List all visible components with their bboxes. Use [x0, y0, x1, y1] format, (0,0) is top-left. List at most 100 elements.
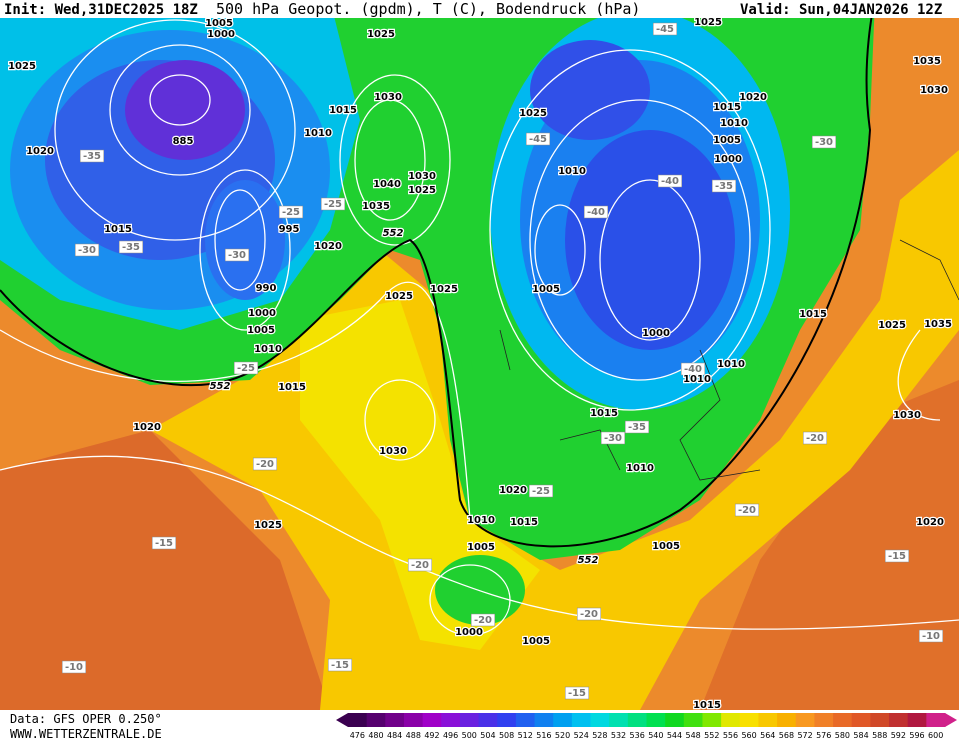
isobar-label: 1025	[430, 284, 458, 295]
colorbar-label: 580	[835, 731, 850, 740]
isobar-label: 1010	[558, 166, 586, 177]
colorbar-label: 544	[667, 731, 682, 740]
colorbar-swatch	[777, 713, 797, 727]
temperature-label: -20	[806, 433, 824, 444]
label-box	[471, 613, 495, 627]
isobar-label: 1025	[254, 520, 282, 531]
colorbar-label: 576	[816, 731, 831, 740]
colorbar-label: 564	[760, 731, 775, 740]
cold-field	[205, 180, 285, 300]
label-box	[80, 149, 104, 163]
temperature-label: -30	[228, 250, 246, 261]
isobar-label: 1030	[408, 171, 436, 182]
init-time: Init: Wed,31DEC2025 18Z	[4, 2, 198, 18]
label-box	[408, 558, 432, 572]
colorbar-swatch	[739, 713, 759, 727]
colorbar-label: 512	[518, 731, 533, 740]
colorbar-swatch	[758, 713, 778, 727]
map-title: 500 hPa Geopot. (gpdm), T (C), Bodendruc…	[216, 0, 640, 18]
colorbar-swatch	[553, 713, 573, 727]
colorbar-label: 500	[462, 731, 477, 740]
label-box	[565, 686, 589, 700]
colorbar-swatch	[534, 713, 554, 727]
colorbar-swatch	[571, 713, 592, 727]
label-box	[653, 22, 677, 36]
isobar-label: 1040	[373, 179, 401, 190]
header-bar	[0, 0, 959, 18]
isobar-label: 1005	[652, 541, 680, 552]
isobar-label: 1020	[314, 241, 342, 252]
colorbar-swatch	[459, 713, 480, 727]
colorbar-label: 548	[686, 731, 701, 740]
colorbar-label: 476	[350, 731, 365, 740]
colorbar-label: 520	[555, 731, 570, 740]
colorbar-swatch	[795, 713, 815, 727]
isobar-label: 1010	[683, 374, 711, 385]
isobar-label: 1010	[720, 118, 748, 129]
colorbar-swatch	[721, 713, 741, 727]
isobar-label: 1000	[248, 308, 276, 319]
colorbar-swatch	[889, 713, 909, 727]
label-box	[75, 243, 99, 257]
isobar-label: 1025	[519, 108, 547, 119]
isobar-label: 1030	[374, 92, 402, 103]
website: WWW.WETTERZENTRALE.DE	[10, 727, 162, 741]
temperature-label: -30	[604, 433, 622, 444]
isobar-label: 1015	[510, 517, 538, 528]
colorbar-arrow-right	[945, 713, 957, 727]
colorbar-label: 536	[630, 731, 645, 740]
isobar-label: 552	[578, 555, 599, 566]
colorbar-swatch	[814, 713, 834, 727]
temperature-label: -40	[587, 207, 605, 218]
temperature-label: -15	[888, 551, 906, 562]
label-box	[681, 362, 705, 376]
colorbar-label: 540	[648, 731, 663, 740]
label-box	[328, 658, 352, 672]
temperature-label: -25	[324, 199, 342, 210]
colorbar-label: 496	[443, 731, 458, 740]
isobar-label: 1035	[362, 201, 390, 212]
isobar-label: 1025	[694, 17, 722, 28]
label-box	[584, 205, 608, 219]
isobar-label: 1000	[207, 29, 235, 40]
colorbar-swatch	[590, 713, 610, 727]
temperature-label: -45	[529, 134, 547, 145]
isobar-label: 1030	[379, 446, 407, 457]
temperature-label: -10	[65, 662, 83, 673]
label-box	[712, 179, 736, 193]
temperature-label: -35	[83, 151, 101, 162]
colorbar: 476 480 484 488 492 496 500 504 508 512 516 520 524 5…	[336, 713, 957, 740]
isobar-label: 1005	[532, 284, 560, 295]
temperature-label: -25	[237, 363, 255, 374]
colorbar-swatch	[441, 713, 461, 727]
isobar-label: 1020	[26, 146, 54, 157]
label-box	[812, 135, 836, 149]
temperature-label: -10	[922, 631, 940, 642]
colorbar-label: 556	[723, 731, 738, 740]
isobar-label: 1025	[878, 320, 906, 331]
label-box	[119, 240, 143, 254]
isobar-label: 1030	[920, 85, 948, 96]
colorbar-swatch	[926, 713, 946, 727]
isobar-label: 1020	[499, 485, 527, 496]
colorbar-label: 488	[406, 731, 421, 740]
isobar-label: 1035	[924, 319, 952, 330]
valid-time: Valid: Sun,04JAN2026 12Z	[740, 2, 942, 18]
isobar-label: 1015	[799, 309, 827, 320]
label-box	[279, 205, 303, 219]
colorbar-label: 532	[611, 731, 626, 740]
colorbar-label: 516	[536, 731, 551, 740]
label-box	[529, 484, 553, 498]
temperature-label: -35	[122, 242, 140, 253]
colorbar-swatch	[646, 713, 666, 727]
isobar-label: 1025	[367, 29, 395, 40]
colorbar-label: 528	[592, 731, 607, 740]
data-source: Data: GFS OPER 0.250°	[10, 712, 162, 726]
colorbar-label: 508	[499, 731, 514, 740]
temperature-label: -30	[815, 137, 833, 148]
temperature-label: -15	[155, 538, 173, 549]
colorbar-arrow-left	[336, 713, 348, 727]
colorbar-label: 524	[574, 731, 589, 740]
label-box	[62, 660, 86, 674]
temperature-label: -40	[684, 364, 702, 375]
